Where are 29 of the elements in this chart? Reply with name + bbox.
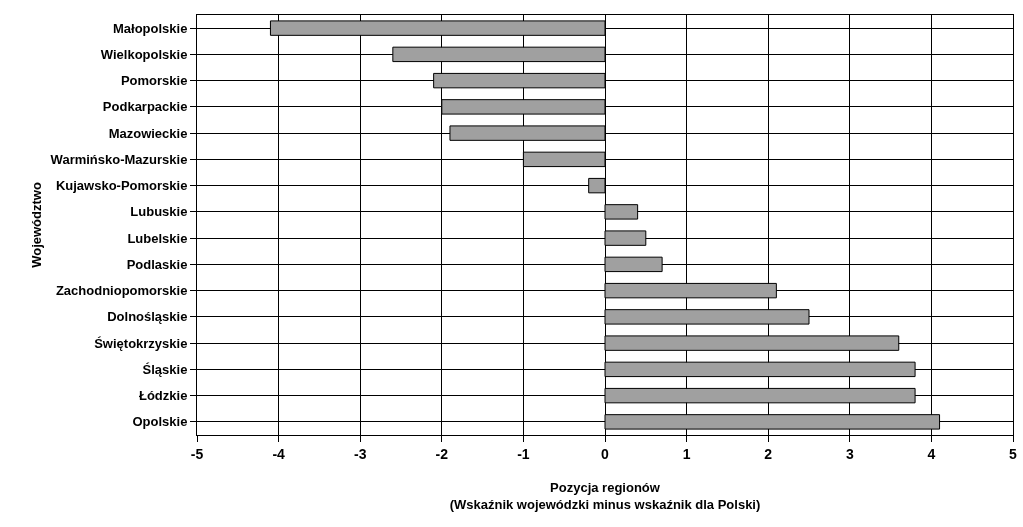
y-tick-label: Wielkopolskie <box>100 46 188 62</box>
y-tick-label: Lubelskie <box>127 230 188 246</box>
x-tick-label: 0 <box>601 445 610 462</box>
x-tick-label: 2 <box>764 445 773 462</box>
y-tick-label: Pomorskie <box>120 73 188 89</box>
x-tick-label: -3 <box>353 445 367 462</box>
y-tick-label: Podkarpackie <box>102 99 188 115</box>
x-tick-label: 5 <box>1009 445 1018 462</box>
y-tick-label: Śląskie <box>142 361 188 377</box>
x-tick-label: -2 <box>435 445 449 462</box>
y-tick-label: Kujawsko-Pomorskie <box>55 178 188 194</box>
y-tick-label: Dolnośląskie <box>107 309 188 325</box>
y-tick-label: Lubuskie <box>130 204 188 220</box>
y-tick-label: Łódzkie <box>138 388 188 404</box>
y-tick-label: Zachodniopomorskie <box>55 283 188 299</box>
y-tick-label: Małopolskie <box>112 20 188 36</box>
x-tick-label: -5 <box>190 445 204 462</box>
x-tick-label: 1 <box>682 445 691 462</box>
y-tick-label: Opolskie <box>132 414 188 430</box>
x-tick-label: 3 <box>845 445 854 462</box>
y-tick-label: Podlaskie <box>126 256 188 272</box>
x-tick-label: 4 <box>927 445 936 462</box>
y-tick-label: Warmińsko-Mazurskie <box>50 151 188 167</box>
x-tick-label: -1 <box>517 445 530 462</box>
y-tick-label: Mazowieckie <box>108 125 188 141</box>
x-axis-title: Pozycja regionów (Wskaźnik wojewódzki minus wskaźnik dla Polski) <box>449 480 761 513</box>
x-tick-label: -4 <box>272 445 286 462</box>
y-tick-label: Świętokrzyskie <box>94 335 188 351</box>
y-axis-title: Województwo <box>28 182 44 268</box>
